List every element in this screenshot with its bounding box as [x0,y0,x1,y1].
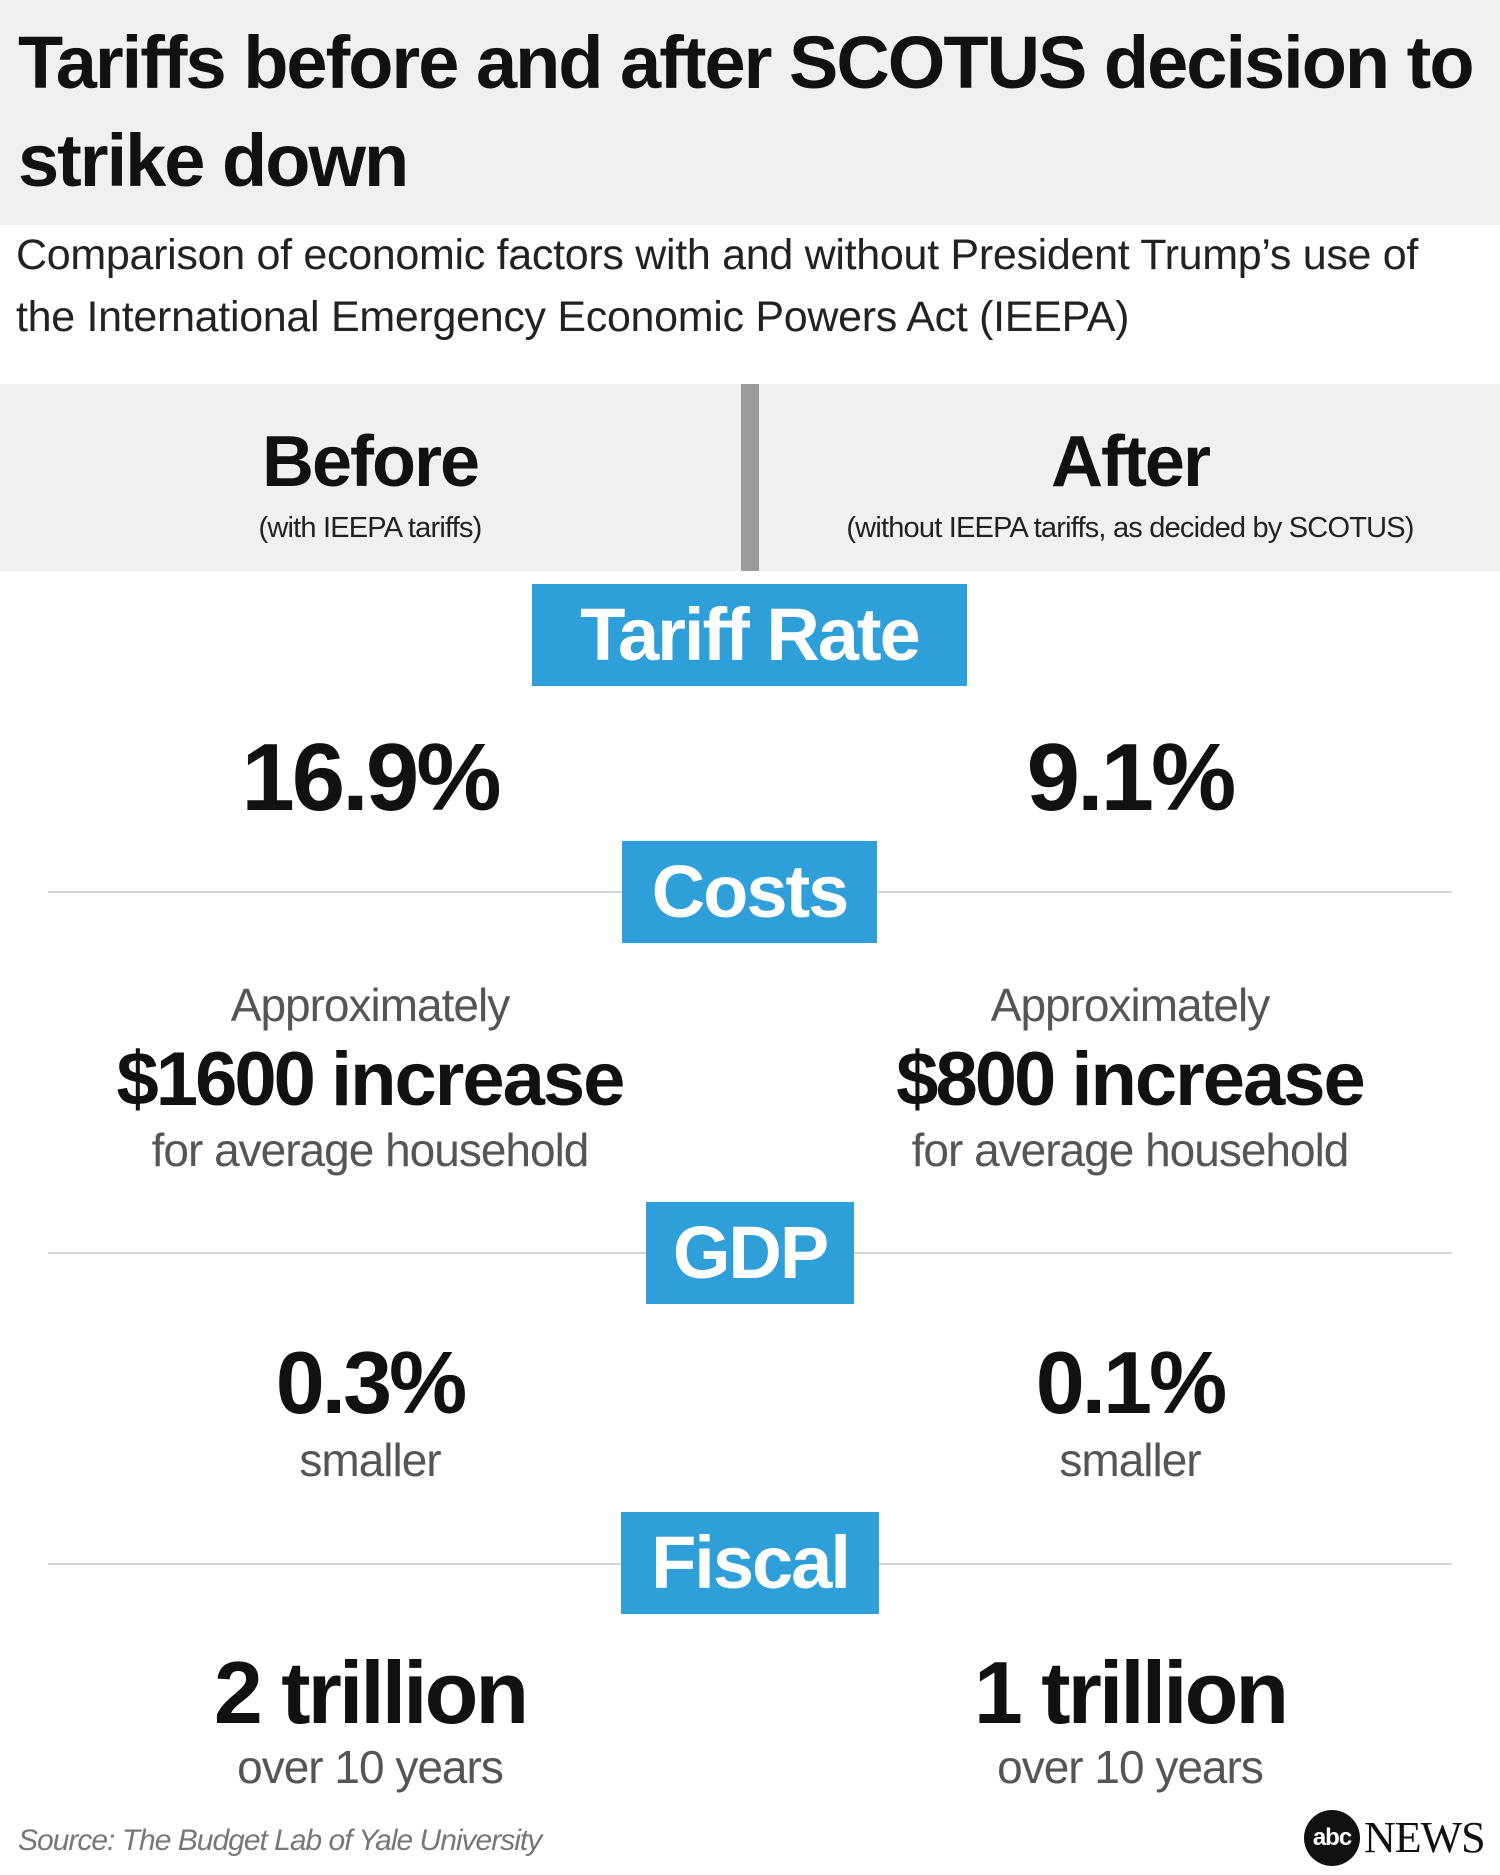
page-subtitle: Comparison of economic factors with and … [16,231,1419,341]
abc-news-logo: abc NEWS [1304,1810,1494,1866]
gdp-before-value: 0.3% [275,1333,468,1432]
costs-after-suffix: for average household [911,1124,1350,1176]
gdp-after-suffix: smaller [1059,1434,1201,1486]
column-divider [741,384,759,571]
tariff-rate-before-value: 16.9% [241,724,501,831]
fiscal-before-suffix: over 10 years [237,1741,504,1793]
gdp-before-suffix: smaller [299,1434,441,1486]
fiscal-after-value: 1 trillion [973,1643,1289,1742]
costs-before-suffix: for average household [151,1124,590,1176]
section-label-tariff-rate: Tariff Rate [532,584,967,686]
costs-before-value: $1600 [116,1037,316,1122]
before-column-title: Before [261,422,480,502]
fiscal-before-value: 2 trillion [213,1643,529,1742]
fiscal-after-suffix: over 10 years [997,1741,1264,1793]
costs-before-prefix: Approximately [230,979,510,1031]
title-banner [0,0,1500,225]
page-title: Tariffs before and after SCOTUS decision… [18,21,1475,202]
costs-before-amount-line: $1600 increase [0,1038,740,1122]
costs-after-word: increase [1071,1037,1365,1122]
costs-before-word: increase [331,1037,625,1122]
abc-logo-mark: abc [1304,1810,1360,1866]
news-logo-text: NEWS [1364,1813,1486,1862]
tariff-rate-after-value: 9.1% [1026,724,1237,831]
before-column-subtitle: (with IEEPA tariffs) [258,512,482,544]
section-label-costs: Costs [622,841,877,943]
section-label-fiscal: Fiscal [621,1512,879,1614]
after-column-title: After [1050,422,1211,502]
after-column-subtitle: (without IEEPA tariffs, as decided by SC… [846,512,1414,544]
costs-after-amount-line: $800 increase [760,1038,1500,1122]
costs-after-prefix: Approximately [990,979,1270,1031]
costs-after-value: $800 [896,1037,1056,1122]
gdp-after-value: 0.1% [1035,1333,1228,1432]
section-label-gdp: GDP [646,1202,854,1304]
source-note: Source: The Budget Lab of Yale Universit… [18,1824,542,1857]
